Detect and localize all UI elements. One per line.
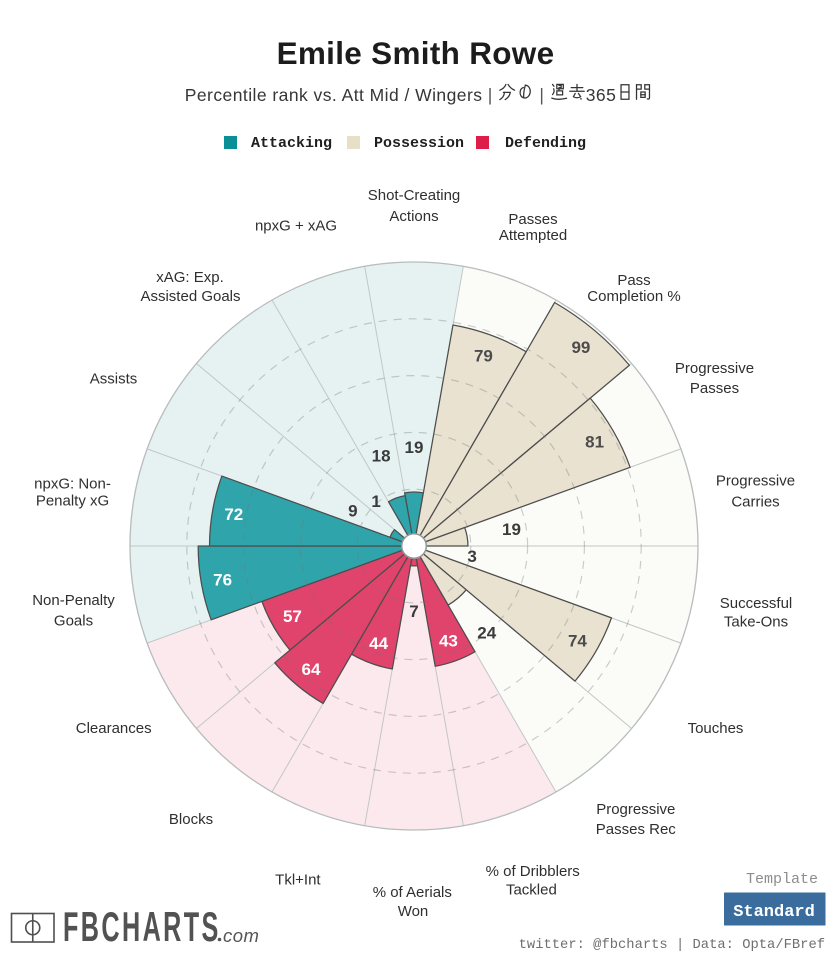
svg-text:Take-Ons: Take-Ons: [724, 614, 788, 631]
svg-text:24: 24: [477, 624, 496, 643]
svg-text:Clearances: Clearances: [76, 720, 152, 737]
svg-text:Progressive: Progressive: [675, 360, 754, 377]
svg-text:Pass: Pass: [617, 272, 650, 289]
svg-text:Passes Rec: Passes Rec: [596, 821, 677, 838]
svg-text:Tackled: Tackled: [506, 882, 557, 899]
svg-text:43: 43: [439, 632, 458, 651]
svg-text:64: 64: [302, 660, 321, 679]
svg-text:Assisted Goals: Assisted Goals: [140, 288, 240, 305]
svg-text:19: 19: [405, 438, 424, 457]
svg-text:Assists: Assists: [90, 371, 138, 388]
svg-text:79: 79: [474, 346, 493, 365]
svg-text:74: 74: [568, 631, 587, 650]
svg-text:com: com: [223, 925, 259, 946]
svg-text:Touches: Touches: [688, 720, 744, 737]
svg-text:57: 57: [283, 607, 302, 626]
svg-text:7: 7: [409, 602, 418, 621]
svg-text:Actions: Actions: [389, 208, 438, 225]
svg-text:Tkl+Int: Tkl+Int: [275, 872, 321, 889]
svg-text:Passes: Passes: [690, 380, 739, 397]
svg-text:Goals: Goals: [54, 613, 93, 630]
svg-text:Penalty xG: Penalty xG: [36, 493, 109, 510]
svg-text:twitter: @fbcharts | Data: Opt: twitter: @fbcharts | Data: Opta/FBref: [519, 937, 825, 953]
svg-text:FBCHARTS: FBCHARTS: [63, 905, 221, 951]
svg-text:Attempted: Attempted: [499, 227, 567, 244]
svg-text:3: 3: [467, 547, 476, 566]
svg-text:81: 81: [585, 433, 604, 452]
svg-text:Completion %: Completion %: [587, 288, 680, 305]
svg-text:Progressive: Progressive: [716, 473, 795, 490]
svg-text:% of Aerials: % of Aerials: [373, 884, 452, 901]
svg-text:Blocks: Blocks: [169, 811, 213, 828]
svg-text:Shot-Creating: Shot-Creating: [368, 187, 461, 204]
svg-text:72: 72: [224, 505, 243, 524]
svg-text:19: 19: [502, 520, 521, 539]
svg-text:xAG: Exp.: xAG: Exp.: [156, 269, 224, 286]
svg-text:Non-Penalty: Non-Penalty: [32, 592, 115, 609]
svg-text:% of Dribblers: % of Dribblers: [486, 863, 580, 880]
svg-text:Successful: Successful: [720, 595, 793, 612]
svg-text:Won: Won: [398, 903, 429, 920]
svg-text:Template: Template: [746, 871, 818, 888]
svg-text:1: 1: [371, 492, 380, 511]
svg-text:Carries: Carries: [731, 494, 779, 511]
svg-text:npxG: Non-: npxG: Non-: [34, 476, 111, 493]
svg-text:99: 99: [571, 338, 590, 357]
svg-text:Passes: Passes: [508, 211, 557, 228]
svg-text:npxG + xAG: npxG + xAG: [255, 218, 337, 235]
svg-text:Progressive: Progressive: [596, 801, 675, 818]
svg-text:18: 18: [372, 447, 391, 466]
svg-text:9: 9: [348, 502, 357, 521]
svg-text:Standard: Standard: [733, 903, 815, 922]
svg-text:44: 44: [369, 634, 388, 653]
svg-text:76: 76: [213, 571, 232, 590]
